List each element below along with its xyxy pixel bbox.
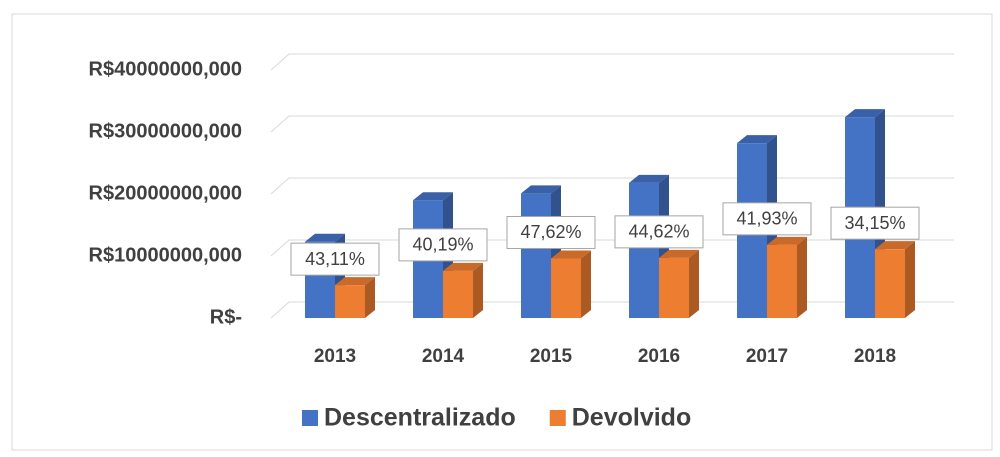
- bar-top: [305, 233, 345, 242]
- annotation-box: [722, 202, 812, 236]
- y-tick-label: R$30000000,000: [89, 120, 242, 142]
- bar-side: [905, 241, 915, 318]
- annotation: 44,62%: [628, 222, 689, 242]
- x-tick-label: 2017: [746, 346, 788, 367]
- legend-swatch: [302, 410, 318, 426]
- x-tick-label: 2016: [638, 346, 680, 367]
- bar: [521, 193, 551, 318]
- bar-top: [875, 241, 915, 250]
- bar: [629, 182, 659, 318]
- y-tick-label: R$-: [210, 306, 242, 328]
- y-tick-label: R$10000000,000: [89, 244, 242, 266]
- bar-side: [581, 250, 591, 318]
- bar-top: [443, 262, 483, 271]
- annotation: 47,62%: [520, 222, 581, 242]
- annotation: 34,15%: [844, 213, 905, 233]
- bar-side: [689, 249, 699, 318]
- annotation-box: [398, 228, 488, 262]
- bar-side: [797, 236, 807, 318]
- bar-top: [737, 135, 777, 144]
- annotation-box: [614, 215, 704, 249]
- chart-border: [11, 13, 993, 451]
- bar-top: [767, 236, 807, 245]
- grid-line: [270, 115, 954, 133]
- bar-top: [629, 174, 669, 183]
- grid-line: [270, 53, 954, 71]
- grid-line: [270, 239, 954, 257]
- bar: [659, 257, 689, 318]
- bar: [443, 270, 473, 318]
- bar: [335, 285, 365, 318]
- bar-top: [551, 250, 591, 259]
- annotation-box: [290, 242, 380, 276]
- annotation: 40,19%: [412, 235, 473, 255]
- bar: [875, 249, 905, 318]
- annotation-box: [506, 215, 596, 249]
- bar-top: [521, 185, 561, 194]
- x-tick-label: 2018: [854, 346, 896, 367]
- y-tick-label: R$40000000,000: [89, 58, 242, 80]
- legend-label: Descentralizado: [324, 404, 516, 432]
- bar-top: [845, 109, 885, 118]
- y-tick-label: R$20000000,000: [89, 182, 242, 204]
- bar: [551, 258, 581, 318]
- bar-side: [473, 262, 483, 318]
- annotation: 41,93%: [736, 209, 797, 229]
- grid-line: [270, 177, 954, 195]
- legend-label: Devolvido: [572, 404, 691, 432]
- grid-line: [270, 301, 954, 319]
- bar-top: [335, 277, 375, 286]
- legend-swatch: [549, 410, 566, 426]
- annotation: 43,11%: [305, 249, 365, 269]
- bar-side: [365, 277, 375, 318]
- x-tick-label: 2014: [422, 346, 465, 367]
- x-tick-label: 2013: [314, 346, 356, 367]
- annotation-box: [830, 206, 920, 240]
- bar: [767, 244, 797, 318]
- bar-top: [659, 249, 699, 258]
- x-tick-label: 2015: [530, 346, 573, 367]
- bar-top: [413, 192, 453, 201]
